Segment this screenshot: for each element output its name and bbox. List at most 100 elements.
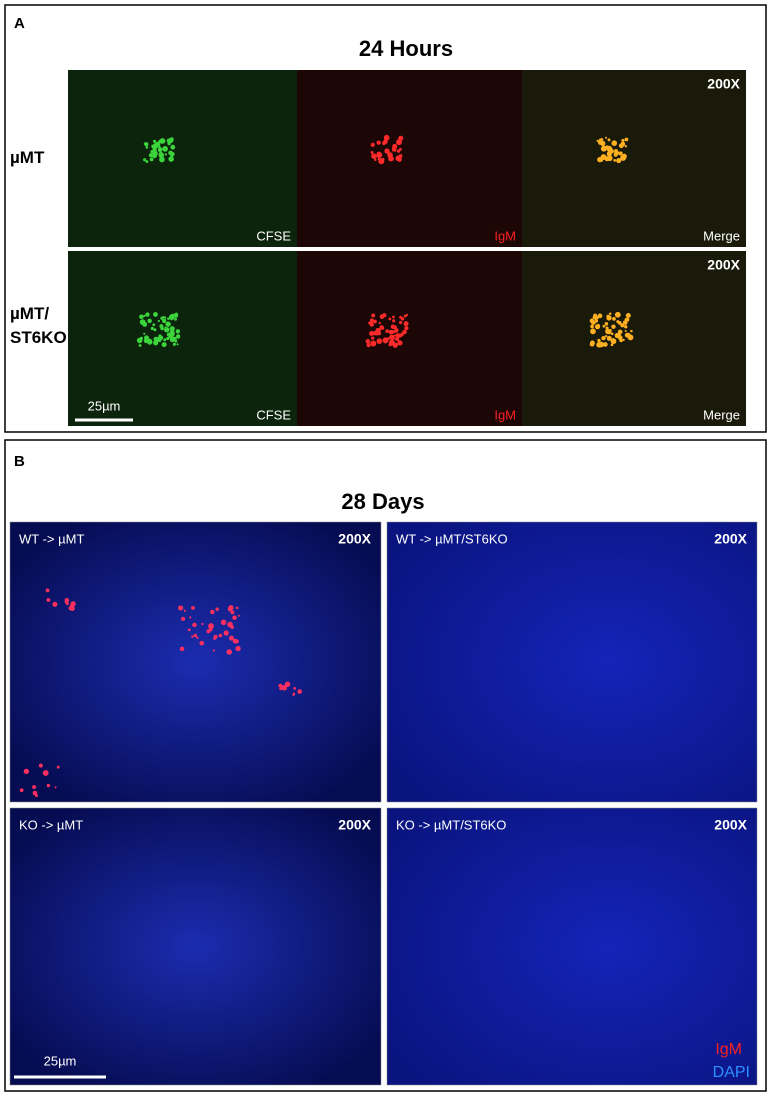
spot (603, 342, 608, 347)
row-label: ST6KO (10, 328, 67, 347)
spot (279, 687, 283, 691)
spot (625, 317, 630, 322)
scale-bar-label: 25µm (44, 1053, 77, 1068)
spot (607, 138, 611, 142)
spot (173, 313, 179, 318)
spot (613, 158, 617, 162)
spot (394, 338, 397, 341)
spot (235, 645, 241, 652)
spot (237, 614, 240, 617)
panel-b-images: WT -> µMT 200X WT -> µMT/ST6KO 200X KO -> µM… (9, 521, 758, 1086)
spot (590, 324, 594, 329)
spot (159, 138, 166, 144)
spot (597, 157, 603, 163)
spot (376, 140, 381, 145)
spot (379, 325, 385, 330)
spot (278, 683, 283, 688)
spot (69, 606, 75, 611)
spot (164, 153, 167, 156)
magnification: 200X (714, 817, 747, 833)
spot (150, 326, 154, 331)
spot (627, 334, 631, 338)
spot (150, 150, 154, 154)
spot (168, 137, 174, 143)
spot (167, 317, 170, 320)
micrograph (522, 251, 746, 426)
channel-label: Merge (703, 407, 740, 422)
spot (375, 327, 381, 334)
spot (378, 158, 385, 165)
spot (175, 329, 180, 334)
spot (152, 139, 157, 143)
spot (398, 154, 403, 158)
spot (598, 313, 601, 317)
spot (610, 338, 617, 345)
spot (153, 312, 158, 317)
spot (594, 324, 601, 330)
spot (148, 153, 153, 158)
spot (151, 144, 158, 150)
spot (393, 334, 396, 337)
spot (159, 156, 165, 163)
spot (390, 335, 394, 339)
spot (607, 329, 612, 335)
spot (377, 151, 381, 156)
spot (611, 140, 618, 147)
spot (38, 763, 43, 768)
legend-entry: IgM (715, 1041, 742, 1058)
spot (611, 324, 616, 329)
spot (392, 143, 398, 149)
spot (605, 136, 608, 139)
spot (589, 318, 595, 324)
spot (606, 335, 612, 341)
spot (139, 336, 144, 340)
spot (619, 338, 623, 343)
spot (400, 317, 405, 321)
row-label: µMT (10, 148, 45, 167)
spot (614, 311, 621, 318)
spot (162, 146, 168, 152)
spot (64, 600, 68, 604)
spot (627, 314, 631, 318)
spot (392, 315, 395, 319)
spot (622, 320, 628, 325)
spot (292, 693, 295, 696)
channel-label: IgM (494, 228, 516, 243)
spot (606, 146, 613, 153)
spot (161, 342, 167, 348)
spot (376, 338, 383, 344)
spot (230, 625, 234, 629)
spot (228, 635, 234, 641)
spot (607, 156, 613, 161)
channel-label: CFSE (256, 407, 291, 422)
spot (602, 324, 606, 328)
spot (19, 788, 24, 793)
spot (371, 313, 376, 318)
spot (158, 152, 165, 158)
spot (143, 142, 147, 145)
spot (149, 157, 154, 162)
panel-a-images: CFSE IgM Merge 200X CFSE IgM Merge 200X 25µm (68, 70, 746, 426)
spot (383, 134, 390, 141)
spot (404, 325, 409, 331)
spot (589, 341, 595, 347)
magnification: 200X (707, 76, 740, 92)
spot (617, 320, 622, 325)
spot (623, 325, 628, 329)
spot (169, 326, 175, 332)
spot (178, 605, 184, 611)
spot (610, 343, 614, 347)
spot (392, 319, 396, 323)
spot (387, 152, 393, 158)
spot (383, 139, 388, 144)
spot (382, 337, 389, 344)
spot (179, 646, 185, 652)
spot (397, 157, 402, 162)
channel-label: Merge (703, 228, 740, 243)
magnification: 200X (338, 531, 371, 547)
spot (193, 633, 198, 638)
spot (370, 340, 377, 347)
spot (293, 687, 297, 690)
spot (139, 319, 146, 326)
spot (181, 616, 186, 621)
